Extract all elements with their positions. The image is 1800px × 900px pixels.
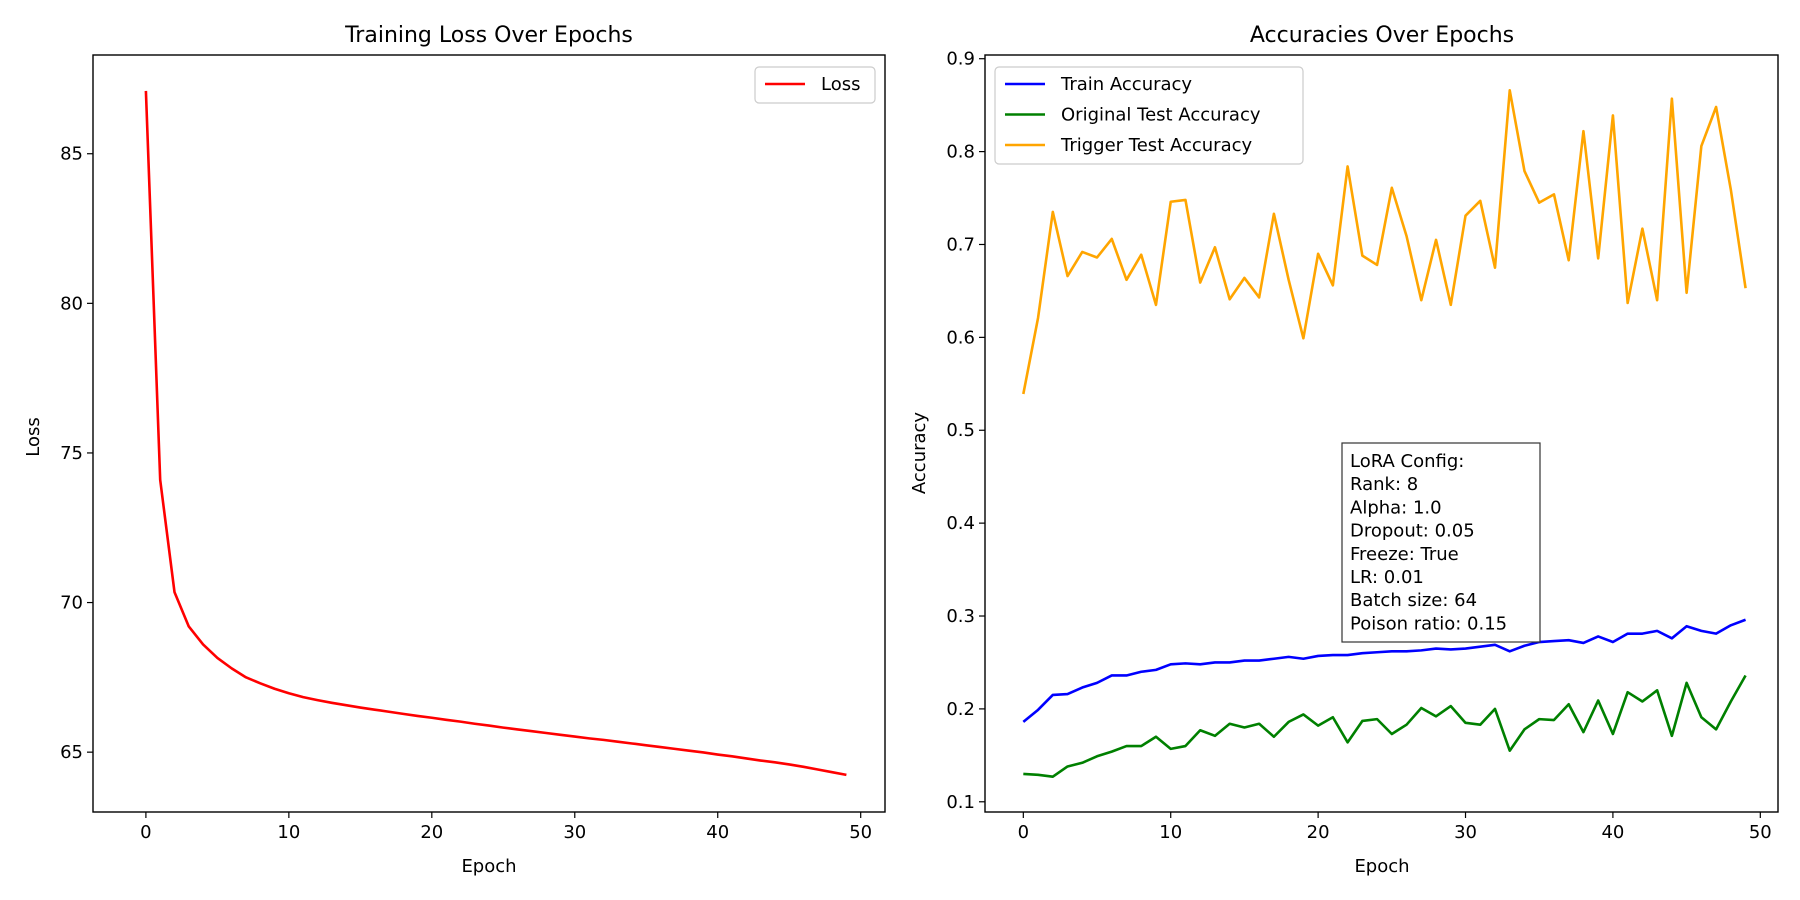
loss-plot-area: 0 10 20 30 40 50 65 70 75 80 85 Loss — [60, 54, 886, 843]
lora-config-line-4: Freeze: True — [1350, 544, 1459, 565]
lora-config-frame — [1341, 442, 1541, 643]
loss-x-axis-label: Epoch — [461, 856, 516, 877]
lora-config-line-7: Poison ratio: 0.15 — [1350, 613, 1507, 634]
accuracy-x-axis-label: Epoch — [1354, 856, 1409, 877]
accuracy-y-tick-label-0: 0.1 — [946, 792, 975, 813]
accuracy-series-line-1 — [1023, 674, 1747, 779]
accuracy-x-tick-label-3: 30 — [1454, 822, 1477, 843]
accuracy-chart-title: Accuracies Over Epochs — [1250, 23, 1514, 48]
loss-legend-label-0: Loss — [821, 74, 860, 95]
lora-config-line-3: Dropout: 0.05 — [1350, 521, 1475, 542]
loss-x-tick-label-2: 20 — [420, 822, 443, 843]
accuracy-y-tick-label-2: 0.3 — [946, 606, 975, 627]
loss-legend-box — [754, 66, 876, 104]
loss-x-tick-label-4: 40 — [706, 822, 729, 843]
loss-y-tick-label-4: 85 — [60, 144, 83, 165]
loss-y-tick-label-2: 75 — [60, 443, 83, 464]
accuracy-y-tick-label-1: 0.2 — [946, 699, 975, 720]
loss-y-tick-label-1: 70 — [60, 593, 83, 614]
loss-x-tick-label-5: 50 — [849, 822, 872, 843]
loss-chart: Training Loss Over Epochs 0 10 20 30 40 50 65 7… — [23, 23, 886, 877]
loss-y-tick-label-0: 65 — [60, 742, 83, 763]
loss-y-tick-label-3: 80 — [60, 293, 83, 314]
accuracy-legend: Train Accuracy Original Test Accuracy Trig… — [994, 66, 1304, 165]
accuracy-x-tick-label-1: 10 — [1159, 822, 1182, 843]
accuracy-y-tick-label-8: 0.9 — [946, 49, 975, 70]
lora-config-line-6: Batch size: 64 — [1350, 590, 1477, 611]
accuracy-legend-box — [994, 66, 1304, 165]
loss-chart-title: Training Loss Over Epochs — [344, 23, 633, 48]
accuracy-axes-frame — [984, 54, 1779, 813]
accuracy-legend-label-1: Original Test Accuracy — [1061, 105, 1261, 126]
accuracy-y-axis-label: Accuracy — [909, 412, 930, 495]
accuracy-series-line-2 — [1022, 89, 1747, 395]
accuracy-y-tick-label-4: 0.5 — [946, 420, 975, 441]
accuracy-x-tick-label-4: 40 — [1601, 822, 1624, 843]
accuracy-plot-area: 0 10 20 30 40 50 0.1 0.2 0.3 0.4 0.5 0.6 0.7 0.8 0.9 Tr… — [946, 49, 1779, 843]
accuracy-y-tick-label-3: 0.4 — [946, 513, 975, 534]
accuracy-legend-label-2: Trigger Test Accuracy — [1060, 135, 1252, 156]
loss-axes-frame — [92, 54, 886, 813]
loss-series-line-0 — [144, 90, 847, 777]
loss-x-tick-label-0: 0 — [140, 822, 151, 843]
accuracy-x-tick-label-2: 20 — [1307, 822, 1330, 843]
accuracy-y-tick-label-7: 0.8 — [946, 142, 975, 163]
loss-x-tick-label-1: 10 — [277, 822, 300, 843]
accuracy-series-line-0 — [1022, 618, 1747, 723]
loss-x-tick-label-3: 30 — [563, 822, 586, 843]
lora-config-line-1: Rank: 8 — [1350, 474, 1418, 495]
accuracy-x-tick-label-0: 0 — [1018, 822, 1029, 843]
lora-config-line-2: Alpha: 1.0 — [1350, 497, 1442, 518]
accuracy-x-tick-label-5: 50 — [1749, 822, 1772, 843]
lora-config-line-5: LR: 0.01 — [1350, 567, 1424, 588]
accuracy-legend-label-0: Train Accuracy — [1060, 74, 1192, 95]
accuracy-y-tick-label-5: 0.6 — [946, 327, 975, 348]
lora-config-line-0: LoRA Config: — [1350, 451, 1464, 472]
loss-legend: Loss — [754, 66, 876, 104]
loss-y-axis-label: Loss — [23, 417, 44, 456]
accuracy-chart: Accuracies Over Epochs 0 10 20 30 40 50 0.1 0.2… — [909, 23, 1779, 877]
accuracy-y-tick-label-6: 0.7 — [946, 234, 975, 255]
